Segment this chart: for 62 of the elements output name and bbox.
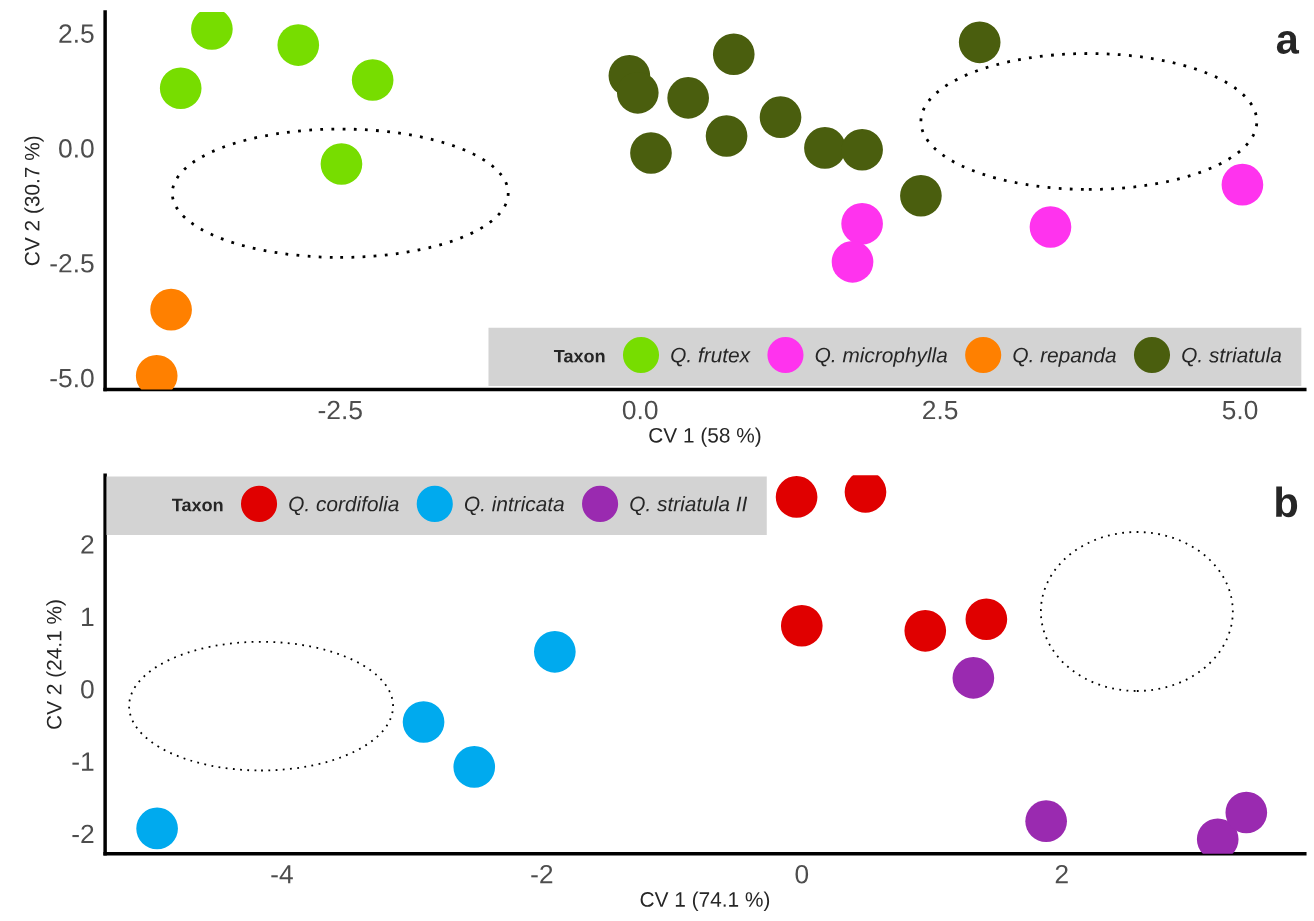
y-tick-label: -2 bbox=[72, 824, 94, 844]
x-axis-title: CV 1 (58 %) bbox=[649, 427, 761, 447]
x-tick-label: 2.5 bbox=[923, 400, 958, 420]
point bbox=[712, 33, 755, 76]
point bbox=[780, 604, 823, 647]
point bbox=[1221, 163, 1264, 206]
point bbox=[831, 241, 874, 283]
point bbox=[841, 128, 883, 171]
point bbox=[136, 807, 178, 850]
point bbox=[534, 631, 576, 673]
point bbox=[667, 77, 709, 119]
point bbox=[1029, 206, 1072, 248]
y-tick-label: 1 bbox=[82, 607, 94, 626]
y-axis-title: CV 2 (24.1 %) bbox=[46, 600, 66, 729]
y-tick-label: 2.5 bbox=[59, 24, 94, 43]
legend-title: Taxon bbox=[553, 349, 605, 363]
y-axis-title: CV 2 (30.7 %) bbox=[24, 136, 44, 266]
point bbox=[351, 59, 394, 101]
x-tick-label: 5.0 bbox=[1222, 400, 1258, 420]
x-tick-label: -2 bbox=[531, 864, 553, 884]
point bbox=[775, 476, 818, 518]
point bbox=[150, 288, 192, 331]
y-tick-label: 0 bbox=[81, 679, 94, 699]
point bbox=[1025, 800, 1067, 843]
x-tick-label: -4 bbox=[271, 865, 293, 884]
point bbox=[804, 127, 846, 169]
point bbox=[965, 598, 1008, 641]
point bbox=[705, 115, 748, 157]
annotation: a bbox=[1276, 31, 1300, 54]
point bbox=[191, 11, 233, 50]
y-tick-label: -1 bbox=[72, 752, 94, 771]
point bbox=[904, 610, 947, 652]
legend-label: Q. intricata bbox=[464, 496, 564, 516]
x-tick-label: 2 bbox=[1055, 864, 1068, 884]
point bbox=[952, 657, 995, 699]
legend-label: Q. repanda bbox=[1013, 347, 1116, 367]
x-axis-title: CV 1 (74.1 %) bbox=[640, 891, 770, 911]
point bbox=[630, 132, 672, 174]
legend-label: Q. frutex bbox=[671, 347, 751, 367]
y-tick-label: -2.5 bbox=[50, 253, 94, 273]
y-tick-label: 2 bbox=[81, 535, 94, 554]
legend-label: Q. striatula bbox=[1182, 347, 1282, 367]
point bbox=[1225, 791, 1268, 834]
point bbox=[402, 701, 445, 743]
annotation: b bbox=[1276, 486, 1298, 518]
point bbox=[759, 96, 802, 138]
point bbox=[841, 202, 883, 245]
point bbox=[277, 24, 320, 66]
y-tick-label: 0.0 bbox=[59, 139, 94, 158]
legend-title: Taxon bbox=[171, 498, 223, 512]
x-tick-label: 0 bbox=[795, 864, 809, 884]
x-tick-label: -2.5 bbox=[318, 400, 362, 420]
point bbox=[900, 174, 942, 217]
legend-label: Q. cordifolia bbox=[289, 496, 399, 516]
legend-label: Q. striatula II bbox=[630, 496, 748, 516]
point bbox=[159, 67, 202, 110]
point bbox=[453, 746, 496, 788]
y-tick-label: -5.0 bbox=[50, 368, 94, 388]
point bbox=[958, 21, 1001, 64]
x-tick-label: 0.0 bbox=[622, 400, 658, 420]
point bbox=[320, 143, 363, 185]
legend-label: Q. microphylla bbox=[815, 347, 948, 367]
